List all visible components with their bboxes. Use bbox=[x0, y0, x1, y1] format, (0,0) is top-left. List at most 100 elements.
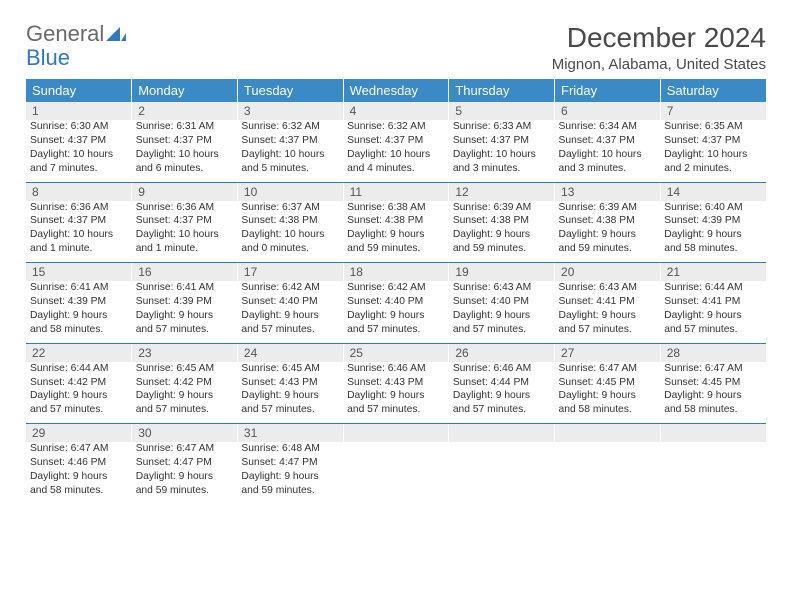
logo: General Blue bbox=[26, 22, 126, 70]
day-line: and 57 minutes. bbox=[241, 323, 339, 337]
day-cell: Sunrise: 6:34 AMSunset: 4:37 PMDaylight:… bbox=[555, 120, 661, 182]
day-line: Daylight: 9 hours bbox=[559, 309, 657, 323]
day-line: Daylight: 10 hours bbox=[241, 148, 339, 162]
day-line: Sunset: 4:42 PM bbox=[136, 376, 234, 390]
day-line: Sunset: 4:37 PM bbox=[664, 134, 762, 148]
day-line: and 57 minutes. bbox=[559, 323, 657, 337]
day-cell: Sunrise: 6:46 AMSunset: 4:43 PMDaylight:… bbox=[343, 362, 449, 424]
day-line: Sunrise: 6:47 AM bbox=[559, 362, 657, 376]
day-line: and 59 minutes. bbox=[347, 242, 445, 256]
day-line: Sunrise: 6:41 AM bbox=[136, 281, 234, 295]
day-number: 28 bbox=[660, 344, 766, 362]
day-cell: Sunrise: 6:36 AMSunset: 4:37 PMDaylight:… bbox=[132, 201, 238, 263]
day-cell: Sunrise: 6:39 AMSunset: 4:38 PMDaylight:… bbox=[449, 201, 555, 263]
day-line: Sunset: 4:47 PM bbox=[136, 456, 234, 470]
day-line: Sunrise: 6:46 AM bbox=[453, 362, 551, 376]
day-number bbox=[555, 424, 661, 442]
day-number-row: 293031 bbox=[26, 424, 766, 442]
day-line: and 59 minutes. bbox=[453, 242, 551, 256]
day-line: Sunrise: 6:46 AM bbox=[347, 362, 445, 376]
day-number: 13 bbox=[555, 183, 661, 201]
month-title: December 2024 bbox=[552, 22, 766, 54]
day-line: Daylight: 9 hours bbox=[30, 389, 128, 403]
day-line: Sunset: 4:45 PM bbox=[664, 376, 762, 390]
day-cell: Sunrise: 6:36 AMSunset: 4:37 PMDaylight:… bbox=[26, 201, 132, 263]
day-cell: Sunrise: 6:48 AMSunset: 4:47 PMDaylight:… bbox=[237, 442, 343, 504]
day-cell: Sunrise: 6:45 AMSunset: 4:42 PMDaylight:… bbox=[132, 362, 238, 424]
day-line: and 6 minutes. bbox=[136, 162, 234, 176]
day-cell: Sunrise: 6:43 AMSunset: 4:40 PMDaylight:… bbox=[449, 281, 555, 343]
day-cell: Sunrise: 6:37 AMSunset: 4:38 PMDaylight:… bbox=[237, 201, 343, 263]
day-line: Sunset: 4:39 PM bbox=[30, 295, 128, 309]
location: Mignon, Alabama, United States bbox=[552, 56, 766, 73]
day-number: 21 bbox=[660, 263, 766, 281]
day-line: and 59 minutes. bbox=[559, 242, 657, 256]
day-line: and 57 minutes. bbox=[136, 403, 234, 417]
day-line: and 58 minutes. bbox=[559, 403, 657, 417]
day-line: Daylight: 10 hours bbox=[664, 148, 762, 162]
logo-text-1: General bbox=[26, 21, 104, 46]
day-line: and 58 minutes. bbox=[30, 484, 128, 498]
day-cell: Sunrise: 6:30 AMSunset: 4:37 PMDaylight:… bbox=[26, 120, 132, 182]
day-line: Sunrise: 6:43 AM bbox=[453, 281, 551, 295]
day-line: Sunset: 4:41 PM bbox=[559, 295, 657, 309]
day-cell: Sunrise: 6:32 AMSunset: 4:37 PMDaylight:… bbox=[343, 120, 449, 182]
day-line: and 57 minutes. bbox=[136, 323, 234, 337]
day-line: Sunrise: 6:45 AM bbox=[241, 362, 339, 376]
day-content-row: Sunrise: 6:30 AMSunset: 4:37 PMDaylight:… bbox=[26, 120, 766, 182]
day-number: 8 bbox=[26, 183, 132, 201]
day-number: 9 bbox=[132, 183, 238, 201]
dow-header: Wednesday bbox=[343, 79, 449, 102]
day-content-row: Sunrise: 6:44 AMSunset: 4:42 PMDaylight:… bbox=[26, 362, 766, 424]
day-number: 5 bbox=[449, 102, 555, 120]
day-line: Sunrise: 6:44 AM bbox=[664, 281, 762, 295]
day-line: Sunrise: 6:45 AM bbox=[136, 362, 234, 376]
day-line: Daylight: 9 hours bbox=[453, 389, 551, 403]
day-line: Sunrise: 6:44 AM bbox=[30, 362, 128, 376]
day-cell: Sunrise: 6:43 AMSunset: 4:41 PMDaylight:… bbox=[555, 281, 661, 343]
header: General Blue December 2024 Mignon, Alaba… bbox=[26, 22, 766, 73]
day-line: Daylight: 9 hours bbox=[136, 309, 234, 323]
day-cell bbox=[660, 442, 766, 504]
day-line: Daylight: 9 hours bbox=[241, 389, 339, 403]
day-line: Sunset: 4:43 PM bbox=[241, 376, 339, 390]
day-number: 30 bbox=[132, 424, 238, 442]
day-line: and 57 minutes. bbox=[347, 323, 445, 337]
day-line: Sunrise: 6:47 AM bbox=[664, 362, 762, 376]
dow-header: Tuesday bbox=[237, 79, 343, 102]
day-number bbox=[660, 424, 766, 442]
day-content-row: Sunrise: 6:41 AM Sunset: 4:39 PM Daylight:… bbox=[26, 281, 766, 343]
day-line: Daylight: 10 hours bbox=[241, 228, 339, 242]
day-line: Sunset: 4:42 PM bbox=[30, 376, 128, 390]
day-line: and 57 minutes. bbox=[241, 403, 339, 417]
day-line: Daylight: 9 hours bbox=[347, 389, 445, 403]
day-cell: Sunrise: 6:40 AMSunset: 4:39 PMDaylight:… bbox=[660, 201, 766, 263]
day-cell: Sunrise: 6:44 AMSunset: 4:41 PMDaylight:… bbox=[660, 281, 766, 343]
day-line: and 59 minutes. bbox=[241, 484, 339, 498]
day-cell: Sunrise: 6:33 AMSunset: 4:37 PMDaylight:… bbox=[449, 120, 555, 182]
day-number: 18 bbox=[343, 263, 449, 281]
day-line: Sunset: 4:37 PM bbox=[241, 134, 339, 148]
day-number bbox=[449, 424, 555, 442]
day-line: Sunset: 4:37 PM bbox=[136, 214, 234, 228]
day-line: and 57 minutes. bbox=[664, 323, 762, 337]
day-cell: Sunrise: 6:39 AMSunset: 4:38 PMDaylight:… bbox=[555, 201, 661, 263]
dow-header: Saturday bbox=[660, 79, 766, 102]
day-number bbox=[343, 424, 449, 442]
day-line: Sunset: 4:44 PM bbox=[453, 376, 551, 390]
day-line: Daylight: 10 hours bbox=[347, 148, 445, 162]
day-line: Daylight: 10 hours bbox=[30, 228, 128, 242]
day-number: 26 bbox=[449, 344, 555, 362]
day-line: Sunrise: 6:38 AM bbox=[347, 201, 445, 215]
day-line: and 59 minutes. bbox=[136, 484, 234, 498]
day-number-row: 891011121314 bbox=[26, 183, 766, 201]
dow-header: Friday bbox=[555, 79, 661, 102]
day-line: Sunset: 4:40 PM bbox=[347, 295, 445, 309]
day-number: 2 bbox=[132, 102, 238, 120]
day-cell: Sunrise: 6:32 AMSunset: 4:37 PMDaylight:… bbox=[237, 120, 343, 182]
day-line: Sunrise: 6:47 AM bbox=[136, 442, 234, 456]
day-line: and 3 minutes. bbox=[559, 162, 657, 176]
day-line: Daylight: 10 hours bbox=[30, 148, 128, 162]
day-line: Daylight: 9 hours bbox=[664, 389, 762, 403]
day-line: and 2 minutes. bbox=[664, 162, 762, 176]
